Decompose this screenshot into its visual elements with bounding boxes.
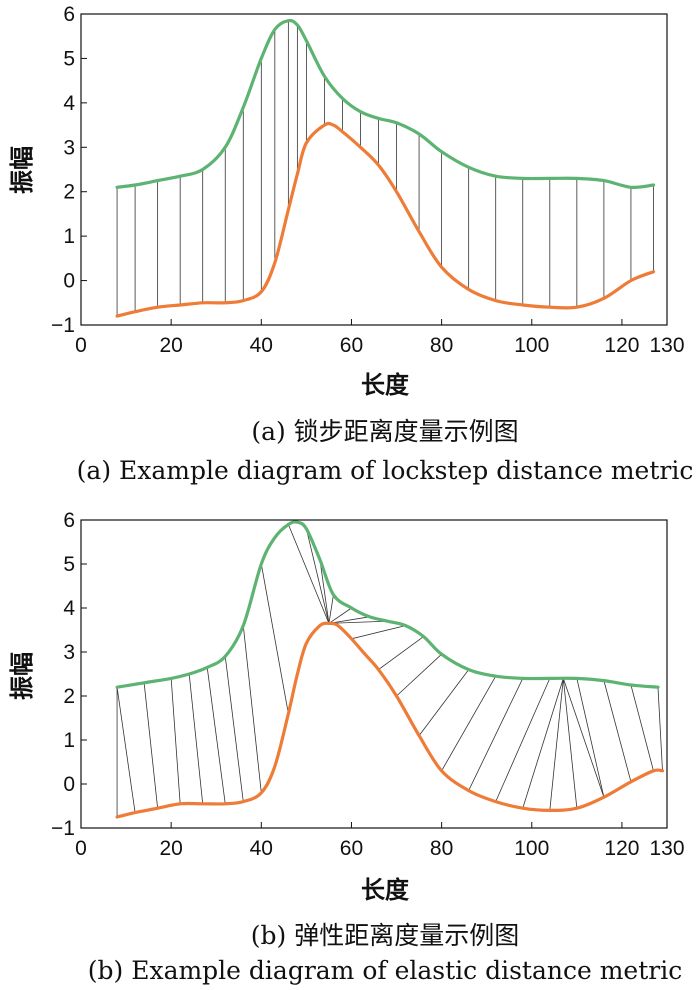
panel-a-y-tick-label: 6	[63, 3, 75, 26]
panel-a-x-tick-label: 80	[430, 334, 453, 357]
panel-b-link	[328, 594, 334, 624]
panel-b-x-tick-label: 20	[159, 837, 182, 860]
panel-b-link	[549, 678, 564, 811]
panel-a-x-tick-label: 130	[649, 334, 684, 357]
panel-b-y-tick-label: 4	[63, 597, 75, 620]
panel-b-link	[468, 678, 524, 791]
panel-a-x-tick-label: 0	[75, 334, 87, 357]
panel-a-y-tick-label: −1	[51, 314, 75, 337]
panel-b-y-tick-label: −1	[51, 817, 75, 840]
lockstep-links	[116, 20, 654, 317]
panel-b-link	[242, 625, 262, 793]
panel-a-x-tick-label: 100	[514, 334, 549, 357]
panel-b-link	[328, 607, 352, 624]
panel-b-series-b-line	[115, 621, 665, 819]
panel-b-link	[495, 678, 551, 802]
panel-a-caption-cn: (a) 锁步距离度量示例图	[251, 417, 518, 446]
panel-b-link	[562, 678, 605, 798]
panel-b-plot-frame	[80, 519, 668, 829]
panel-b-link	[562, 678, 578, 809]
panel-b-y-axis-label: 振幅	[8, 652, 36, 700]
panel-b-x-axis-label: 长度	[361, 876, 410, 904]
panel-b-x-tick-label: 0	[75, 837, 87, 860]
panel-b-x-tick-label: 120	[604, 837, 639, 860]
panel-b-y-tick-label: 3	[63, 641, 75, 664]
panel-b-link	[116, 687, 136, 813]
panel-a-series	[115, 18, 656, 318]
panel-b-link	[378, 636, 424, 670]
panel-a-series-a-line	[115, 18, 656, 190]
panel-b-y-tick-label: 5	[63, 553, 75, 576]
panel-b-y-tick-label: 1	[63, 729, 75, 752]
panel-b-link	[143, 682, 159, 809]
panel-b-y-tick-label: 2	[63, 685, 75, 708]
panel-a-series-b-line	[115, 121, 656, 318]
panel-b-link	[260, 563, 289, 714]
panel-b-x-tick-label: 80	[430, 837, 453, 860]
panel-b-link	[188, 673, 204, 804]
panel-b-caption-en: (b) Example diagram of elastic distance …	[88, 956, 682, 985]
panel-b-link	[657, 687, 663, 771]
panel-b-link	[319, 559, 330, 624]
panel-b-link	[396, 653, 442, 697]
panel-b-link	[224, 656, 244, 802]
panel-b-link	[287, 524, 330, 624]
panel-b-series	[115, 520, 665, 819]
panel-a-y-tick-label: 3	[63, 136, 75, 159]
panel-b-x-tick-label: 40	[250, 837, 273, 860]
panel-b-series-a-line	[115, 520, 660, 689]
panel-b-link	[441, 676, 497, 771]
panel-b-link	[328, 620, 388, 624]
panel-a-x-tick-label: 20	[159, 334, 182, 357]
panel-a-y-tick-label: 0	[63, 270, 75, 293]
panel-a-x-tick-label: 40	[250, 334, 273, 357]
panel-a-x-axis-label: 长度	[361, 371, 410, 399]
panel-b-y-tick-label: 0	[63, 773, 75, 796]
panel-b-link	[418, 669, 469, 736]
elastic-links	[116, 524, 663, 817]
panel-b-link	[170, 678, 181, 804]
panel-a-y-tick-label: 4	[63, 92, 75, 115]
panel-a-caption-en: (a) Example diagram of lockstep distance…	[77, 456, 694, 485]
panel-b-link	[603, 680, 632, 782]
panel-a-y-axis-label: 振幅	[8, 146, 36, 194]
panel-b-y-tick-label: 6	[63, 509, 75, 532]
panel-a-y-tick-label: 5	[63, 47, 75, 70]
panel-b-caption-cn: (b) 弹性距离度量示例图	[251, 921, 519, 950]
panel-b-link	[522, 678, 564, 809]
panel-b-link	[305, 528, 330, 624]
panel-b-x-tick-label: 60	[340, 837, 363, 860]
panel-b-x-tick-label: 100	[514, 837, 549, 860]
panel-a-x-tick-label: 60	[340, 334, 363, 357]
panel-b-x-tick-label: 130	[649, 837, 684, 860]
panel-b-link	[206, 667, 226, 804]
panel-a-plot-frame	[80, 13, 668, 326]
panel-a-y-tick-label: 1	[63, 225, 75, 248]
panel-b-link	[576, 678, 605, 798]
panel-a-x-tick-label: 120	[604, 334, 639, 357]
panel-b-link	[630, 684, 654, 771]
panel-a-y-tick-label: 2	[63, 181, 75, 204]
panel-b-link	[328, 616, 370, 624]
panel-b-link	[351, 625, 406, 640]
